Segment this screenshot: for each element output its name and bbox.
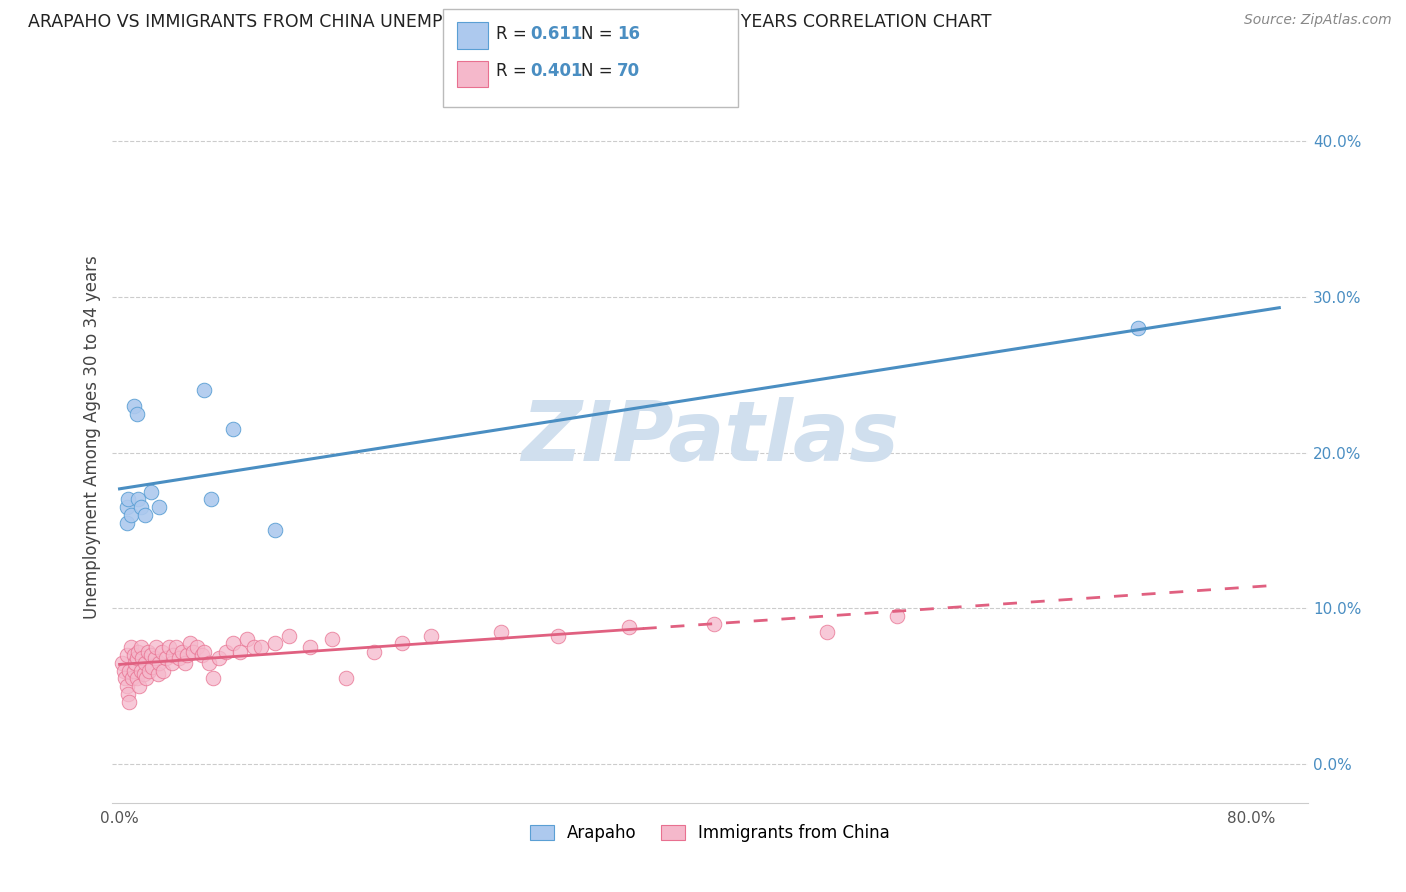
- Point: [134, 508, 156, 522]
- Point: [214, 645, 236, 659]
- Point: [120, 640, 142, 655]
- Point: [127, 492, 149, 507]
- Point: [173, 656, 195, 670]
- Point: [391, 635, 413, 649]
- Text: 0.401: 0.401: [530, 62, 582, 80]
- Point: [129, 640, 152, 655]
- Point: [146, 666, 169, 681]
- Point: [264, 635, 287, 649]
- Point: [115, 648, 138, 662]
- Point: [115, 679, 138, 693]
- Point: [125, 407, 148, 421]
- Point: [122, 399, 145, 413]
- Point: [125, 651, 148, 665]
- Point: [886, 609, 908, 624]
- Point: [363, 645, 385, 659]
- Point: [200, 492, 222, 507]
- Point: [114, 671, 136, 685]
- Point: [141, 660, 163, 674]
- Point: [134, 656, 156, 670]
- Point: [111, 656, 134, 670]
- Point: [491, 624, 513, 639]
- Point: [121, 671, 143, 685]
- Text: ZIPatlas: ZIPatlas: [522, 397, 898, 477]
- Point: [122, 664, 145, 678]
- Legend: Arapaho, Immigrants from China: Arapaho, Immigrants from China: [530, 824, 890, 842]
- Point: [152, 664, 174, 678]
- Point: [118, 695, 141, 709]
- Point: [197, 656, 219, 670]
- Y-axis label: Unemployment Among Ages 30 to 34 years: Unemployment Among Ages 30 to 34 years: [83, 255, 101, 619]
- Text: R =: R =: [496, 62, 533, 80]
- Point: [138, 664, 160, 678]
- Point: [243, 640, 266, 655]
- Point: [160, 656, 183, 670]
- Point: [250, 640, 273, 655]
- Point: [229, 645, 252, 659]
- Point: [547, 629, 569, 643]
- Point: [186, 640, 208, 655]
- Point: [815, 624, 838, 639]
- Text: ARAPAHO VS IMMIGRANTS FROM CHINA UNEMPLOYMENT AMONG AGES 30 TO 34 YEARS CORRELAT: ARAPAHO VS IMMIGRANTS FROM CHINA UNEMPLO…: [28, 13, 991, 31]
- Point: [236, 632, 259, 647]
- Point: [419, 629, 441, 643]
- Point: [139, 484, 162, 499]
- Point: [125, 671, 148, 685]
- Point: [135, 671, 157, 685]
- Point: [181, 645, 204, 659]
- Point: [148, 500, 170, 515]
- Point: [117, 492, 139, 507]
- Point: [122, 648, 145, 662]
- Point: [150, 645, 173, 659]
- Point: [129, 664, 152, 678]
- Point: [115, 516, 138, 530]
- Point: [278, 629, 301, 643]
- Point: [115, 500, 138, 515]
- Point: [120, 508, 142, 522]
- Point: [335, 671, 357, 685]
- Point: [131, 651, 153, 665]
- Point: [155, 651, 177, 665]
- Point: [617, 620, 640, 634]
- Point: [112, 664, 135, 678]
- Point: [145, 640, 167, 655]
- Point: [193, 645, 215, 659]
- Text: N =: N =: [581, 62, 617, 80]
- Point: [201, 671, 224, 685]
- Text: N =: N =: [581, 25, 617, 43]
- Point: [162, 648, 184, 662]
- Point: [157, 640, 180, 655]
- Text: R =: R =: [496, 25, 533, 43]
- Point: [127, 645, 149, 659]
- Text: 16: 16: [617, 25, 640, 43]
- Point: [167, 651, 190, 665]
- Text: 0.611: 0.611: [530, 25, 582, 43]
- Point: [222, 422, 245, 436]
- Point: [136, 645, 159, 659]
- Point: [179, 635, 201, 649]
- Point: [118, 664, 141, 678]
- Point: [207, 651, 229, 665]
- Point: [165, 640, 187, 655]
- Point: [128, 679, 150, 693]
- Point: [148, 656, 170, 670]
- Point: [264, 524, 287, 538]
- Point: [143, 651, 166, 665]
- Text: 70: 70: [617, 62, 640, 80]
- Point: [170, 645, 193, 659]
- Point: [139, 648, 162, 662]
- Point: [176, 648, 198, 662]
- Point: [299, 640, 322, 655]
- Point: [193, 384, 215, 398]
- Text: Source: ZipAtlas.com: Source: ZipAtlas.com: [1244, 13, 1392, 28]
- Point: [129, 500, 152, 515]
- Point: [321, 632, 343, 647]
- Point: [1126, 321, 1149, 335]
- Point: [222, 635, 245, 649]
- Point: [117, 687, 139, 701]
- Point: [132, 666, 155, 681]
- Point: [190, 648, 212, 662]
- Point: [124, 656, 146, 670]
- Point: [703, 616, 725, 631]
